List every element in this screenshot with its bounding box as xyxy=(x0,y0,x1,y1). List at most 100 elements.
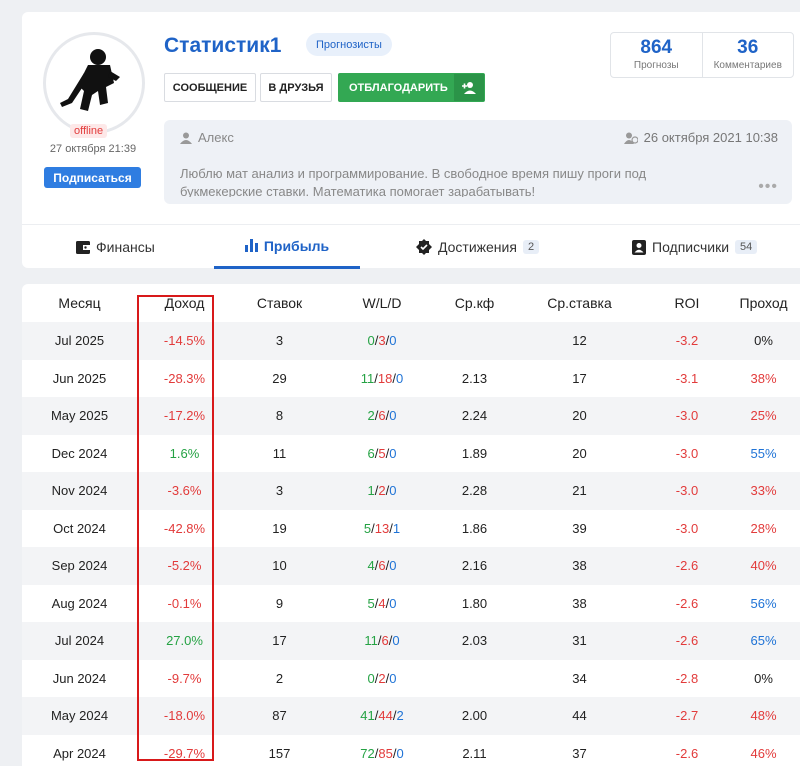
thank-button[interactable]: ОТБЛАГОДАРИТЬ xyxy=(338,73,485,102)
stat-value: 864 xyxy=(640,37,673,58)
col-header[interactable]: Ставок xyxy=(256,295,303,311)
col-header[interactable]: W/L/D xyxy=(362,295,402,311)
draws: 0 xyxy=(389,558,397,574)
cell-pass: 46% xyxy=(750,745,777,761)
stat-label: Комментариев xyxy=(713,60,782,71)
table-row: Nov 2024 -3.6% 3 1/2/0 2.28 21 -3.0 33% xyxy=(22,472,800,510)
stat-value: 36 xyxy=(737,37,759,58)
table-row: Jul 2024 27.0% 17 11/6/0 2.03 31 -2.6 65% xyxy=(22,622,800,660)
cell-avg-odds: 2.13 xyxy=(461,370,488,386)
cell-pass: 33% xyxy=(727,472,800,510)
cell-income: -42.8% xyxy=(163,520,206,536)
cell-income: -18.0% xyxy=(137,697,232,735)
cell-pass: 25% xyxy=(727,397,800,435)
contact-icon xyxy=(632,239,646,255)
losses: 6 xyxy=(381,633,389,649)
wins: 2 xyxy=(367,408,375,424)
losses: 6 xyxy=(378,408,386,424)
tab-label: Финансы xyxy=(96,239,155,255)
message-button[interactable]: СООБЩЕНИЕ xyxy=(164,73,256,102)
table-header-row: Месяц Доход Ставок W/L/D Ср.кф Ср.ставка… xyxy=(22,284,800,322)
draws: 0 xyxy=(389,483,397,499)
wins: 0 xyxy=(367,670,375,686)
cell-wld: 5/13/1 xyxy=(363,520,401,536)
badge-check-icon xyxy=(416,239,432,255)
col-header[interactable]: Доход xyxy=(164,295,205,311)
cell-bets: 3 xyxy=(232,472,327,510)
cell-avg-stake: 20 xyxy=(572,445,587,461)
bar-chart-icon xyxy=(244,239,258,252)
cell-wld: 11/18/0 xyxy=(360,370,404,386)
col-header[interactable]: Ср.ставка xyxy=(547,295,612,311)
tab-subscribers[interactable]: Подписчики 54 xyxy=(632,225,758,269)
wallet-icon xyxy=(76,240,90,254)
cell-income: -29.7% xyxy=(163,745,206,761)
cell-roi: -2.8 xyxy=(675,670,699,686)
cell-bets: 3 xyxy=(232,322,327,360)
cell-month: Oct 2024 xyxy=(53,520,106,536)
col-header[interactable]: Ср.кф xyxy=(454,295,495,311)
cell-income: -17.2% xyxy=(137,397,232,435)
tab-label: Подписчики xyxy=(652,239,730,255)
subscribe-button[interactable]: Подписаться xyxy=(44,167,141,188)
cell-roi: -3.0 xyxy=(675,520,699,536)
cell-bets: 10 xyxy=(232,547,327,585)
cell-month: Jul 2024 xyxy=(22,622,137,660)
cell-wld: 4/6/0 xyxy=(327,547,437,585)
table-row: May 2025 -17.2% 8 2/6/0 2.24 20 -3.0 25% xyxy=(22,397,800,435)
col-header[interactable]: Проход xyxy=(739,295,788,311)
wins: 11 xyxy=(364,633,378,649)
cell-income: 1.6% xyxy=(169,445,200,461)
username[interactable]: Статистик1 xyxy=(164,34,282,57)
cell-income: -14.5% xyxy=(137,322,232,360)
cell-roi: -2.6 xyxy=(647,622,727,660)
add-friend-button[interactable]: В ДРУЗЬЯ xyxy=(260,73,332,102)
cell-avg-stake: 31 xyxy=(512,622,647,660)
profile-card: offline 27 октября 21:39 Подписаться Ста… xyxy=(22,12,800,269)
tabs: Финансы Прибыль Достижения 2 Подписчики … xyxy=(22,224,800,269)
cell-avg-stake: 38 xyxy=(512,547,647,585)
user-clock-icon xyxy=(623,132,638,144)
cell-wld: 1/2/0 xyxy=(327,472,437,510)
stat-comments[interactable]: 36 Комментариев xyxy=(701,33,794,77)
more-icon[interactable]: ••• xyxy=(758,178,778,195)
stat-predictions[interactable]: 864 Прогнозы xyxy=(611,33,702,77)
cell-bets: 19 xyxy=(272,520,287,536)
tab-label: Прибыль xyxy=(263,237,330,254)
cell-income: -9.7% xyxy=(167,670,202,686)
wins: 6 xyxy=(367,445,375,461)
col-header[interactable]: Месяц xyxy=(58,295,101,311)
cell-wld: 2/6/0 xyxy=(327,397,437,435)
cell-month: Jul 2025 xyxy=(22,322,137,360)
stats-box: 864 Прогнозы 36 Комментариев xyxy=(610,32,794,78)
wins: 4 xyxy=(367,558,375,574)
cell-avg-odds xyxy=(437,660,512,698)
cell-wld: 0/3/0 xyxy=(327,322,437,360)
draws: 0 xyxy=(392,633,400,649)
losses: 44 xyxy=(378,708,393,724)
tab-finances[interactable]: Финансы xyxy=(76,225,155,269)
avatar[interactable] xyxy=(43,32,145,134)
wins: 1 xyxy=(367,483,375,499)
losses: 18 xyxy=(377,370,393,386)
cell-pass: 55% xyxy=(750,445,777,461)
wins: 11 xyxy=(360,370,375,386)
status-badge: offline xyxy=(70,124,108,138)
table-row: Apr 2024 -29.7% 157 72/85/0 2.11 37 -2.6 46% xyxy=(22,735,800,766)
col-header[interactable]: ROI xyxy=(674,295,700,311)
cell-income: -28.3% xyxy=(163,370,206,386)
losses: 3 xyxy=(378,333,386,349)
tab-profit[interactable]: Прибыль xyxy=(214,225,360,269)
cell-month: Dec 2024 xyxy=(51,445,108,461)
table-row: Sep 2024 -5.2% 10 4/6/0 2.16 38 -2.6 40% xyxy=(22,547,800,585)
table-row: Jun 2025 -28.3% 29 11/18/0 2.13 17 -3.1 38% xyxy=(22,360,800,398)
draws: 0 xyxy=(389,445,397,461)
cell-month: May 2025 xyxy=(22,397,137,435)
draws: 0 xyxy=(389,595,397,611)
cell-month: Apr 2024 xyxy=(53,745,106,761)
cell-income: -5.2% xyxy=(137,547,232,585)
cell-roi: -2.6 xyxy=(675,745,699,761)
table-row: Jul 2025 -14.5% 3 0/3/0 12 -3.2 0% xyxy=(22,322,800,360)
cell-roi: -3.1 xyxy=(675,370,699,386)
tab-achievements[interactable]: Достижения 2 xyxy=(416,225,540,269)
